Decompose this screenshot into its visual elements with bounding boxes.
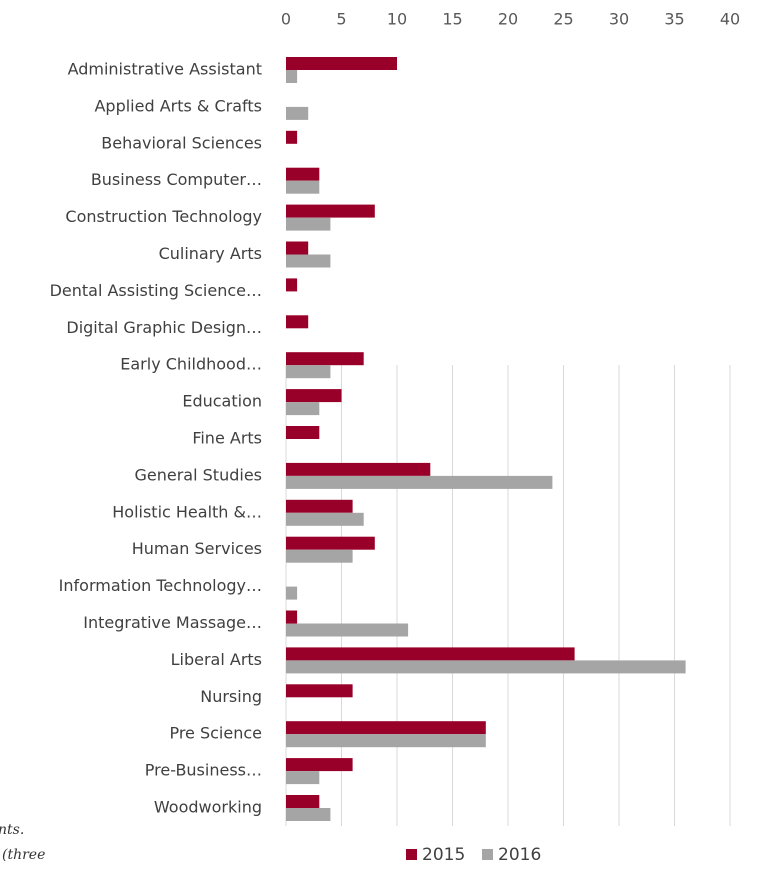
bar [286, 808, 331, 821]
category-label: Construction Technology [65, 207, 262, 226]
category-label: Fine Arts [192, 429, 262, 448]
bar [286, 106, 309, 120]
bar [286, 70, 298, 83]
x-tick-label: 35 [664, 10, 684, 29]
bar [286, 57, 397, 70]
category-label: Dental Assisting Science… [50, 281, 262, 300]
bar [286, 758, 353, 772]
bar [286, 795, 320, 808]
category-label: Education [182, 392, 262, 411]
category-label: Applied Arts & Crafts [94, 96, 262, 115]
x-tick-label: 5 [336, 10, 346, 29]
bar [286, 660, 686, 674]
category-label: Holistic Health &… [112, 502, 262, 521]
category-label: Culinary Arts [159, 244, 262, 263]
x-tick-label: 15 [442, 10, 462, 29]
legend-swatch [482, 849, 493, 860]
category-label: General Studies [135, 465, 263, 484]
bar [286, 499, 353, 513]
bar [286, 426, 320, 439]
bar [286, 167, 320, 181]
category-label: Behavioral Sciences [101, 133, 262, 152]
category-label: Pre Science [169, 724, 262, 743]
category-label: Woodworking [154, 798, 262, 817]
category-label: Nursing [200, 687, 262, 706]
category-label: Pre-Business… [145, 761, 262, 780]
bar [286, 475, 553, 489]
category-label: Information Technology… [59, 576, 262, 595]
legend-label: 2015 [422, 845, 465, 865]
x-tick-label: 20 [498, 10, 518, 29]
annotation: (three [2, 847, 45, 863]
legend-label: 2016 [498, 845, 541, 865]
x-tick-label: 25 [553, 10, 573, 29]
x-tick-label: 30 [609, 10, 629, 29]
x-tick-label: 40 [720, 10, 740, 29]
category-label: Business Computer… [91, 170, 262, 189]
bar [286, 734, 486, 748]
x-tick-label: 10 [387, 10, 407, 29]
bar [286, 586, 298, 600]
bar [286, 130, 298, 144]
bar [286, 278, 298, 292]
bar [286, 684, 353, 698]
annotation: nts. [0, 822, 24, 838]
category-label: Integrative Massage… [83, 613, 262, 632]
bar [286, 402, 320, 416]
bar [286, 180, 320, 194]
category-label: Liberal Arts [171, 650, 262, 669]
bar [286, 623, 409, 637]
bar [286, 771, 320, 785]
bar [286, 254, 331, 268]
bar [286, 610, 298, 624]
x-tick-label: 0 [281, 10, 291, 29]
bar [286, 512, 364, 526]
bar [286, 217, 331, 231]
bar [286, 204, 375, 218]
category-label: Digital Graphic Design… [66, 318, 262, 337]
legend-swatch [406, 849, 417, 860]
bar [286, 352, 364, 366]
bar [286, 389, 342, 403]
bar [286, 721, 486, 735]
bar [286, 241, 309, 255]
bar [286, 647, 575, 661]
bar [286, 549, 353, 563]
category-label: Early Childhood… [120, 355, 262, 374]
category-label: Administrative Assistant [68, 60, 262, 79]
bar [286, 536, 375, 550]
category-label: Human Services [132, 539, 262, 558]
bar [286, 365, 331, 379]
bar [286, 462, 431, 476]
bar [286, 315, 309, 329]
